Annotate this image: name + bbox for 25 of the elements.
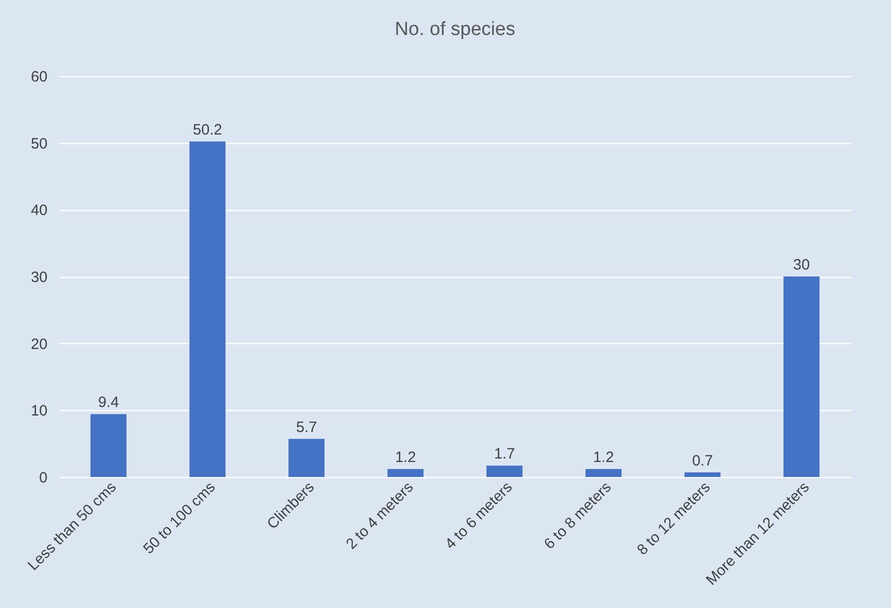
chart-title: No. of species [394, 19, 516, 40]
data-label: 5.7 [296, 418, 317, 436]
data-label: 50.2 [192, 121, 222, 138]
y-tick-label: 30 [30, 269, 48, 286]
y-tick-label: 50 [30, 135, 48, 152]
data-label: 9.4 [98, 394, 119, 412]
bar [684, 472, 720, 477]
y-tick-label: 0 [39, 470, 48, 486]
data-label: 1.7 [494, 446, 515, 463]
bar [586, 468, 622, 477]
data-label: 0.7 [692, 452, 713, 470]
data-label: 1.2 [593, 448, 614, 466]
y-tick-label: 10 [30, 402, 48, 420]
bar [288, 438, 324, 477]
data-label: 1.2 [395, 448, 416, 466]
bar [486, 466, 522, 477]
bar [90, 414, 126, 477]
x-tick-label: 50 to 100 cms [140, 478, 219, 558]
data-label: 30 [793, 256, 810, 274]
y-tick-label: 20 [30, 336, 48, 353]
bar [190, 141, 226, 477]
y-tick-label: 60 [30, 68, 48, 86]
y-tick-label: 40 [30, 202, 48, 220]
bar [388, 468, 424, 477]
bar [784, 276, 820, 477]
